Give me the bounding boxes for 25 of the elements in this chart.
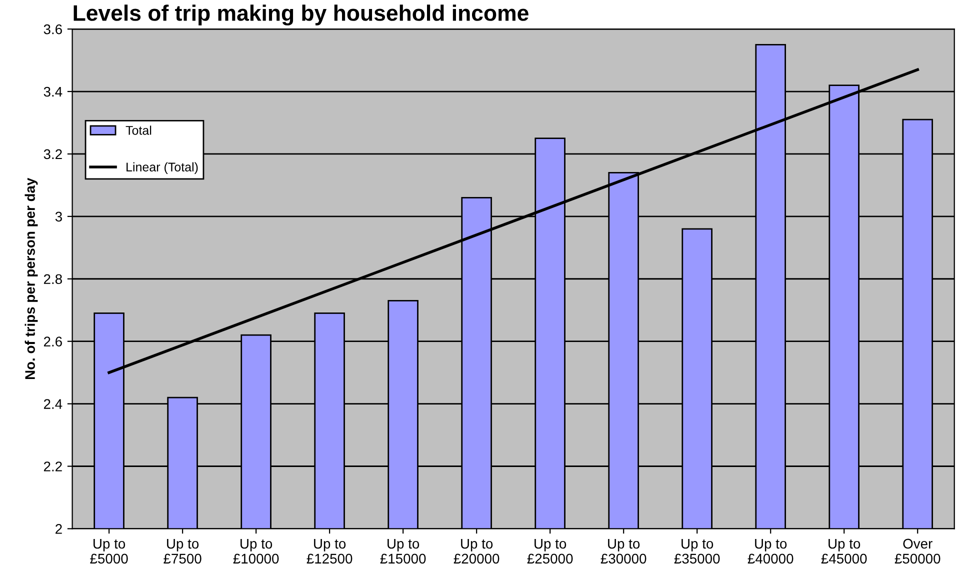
x-tick-label: Up to £10000 — [233, 538, 279, 564]
x-tick-label: Up to £30000 — [600, 538, 646, 564]
x-tick-label: Up to £5000 — [90, 538, 128, 564]
y-tick-label: 2.4 — [44, 399, 62, 409]
x-tick-label: Up to £45000 — [821, 538, 867, 564]
y-tick-label: 3.2 — [44, 149, 62, 160]
y-axis-title: No. of trips per person per day — [24, 178, 38, 380]
legend-label: Total — [126, 126, 152, 135]
y-tick-label: 3 — [55, 212, 62, 222]
y-tick-label: 2.8 — [44, 274, 62, 284]
x-tick-label: Up to £20000 — [454, 538, 500, 564]
x-tick-label: Up to £40000 — [748, 538, 794, 564]
x-tick-label: Up to £25000 — [527, 538, 573, 564]
x-tick-label: Up to £15000 — [380, 538, 426, 564]
legend-label: Linear (Total) — [126, 162, 198, 174]
y-tick-label: 2.2 — [44, 462, 62, 472]
chart-title: Levels of trip making by household income — [74, 4, 528, 26]
x-tick-label: Up to £12500 — [306, 538, 352, 564]
y-tick-label: 3.4 — [44, 86, 62, 97]
y-tick-label: 2.6 — [44, 336, 62, 347]
y-tick-label: 3.6 — [44, 24, 62, 34]
x-tick-label: Up to £35000 — [674, 538, 720, 564]
y-tick-label: 2 — [56, 524, 62, 534]
x-tick-label: Over £50000 — [894, 538, 940, 564]
x-tick-label: Up to £7500 — [164, 538, 202, 564]
